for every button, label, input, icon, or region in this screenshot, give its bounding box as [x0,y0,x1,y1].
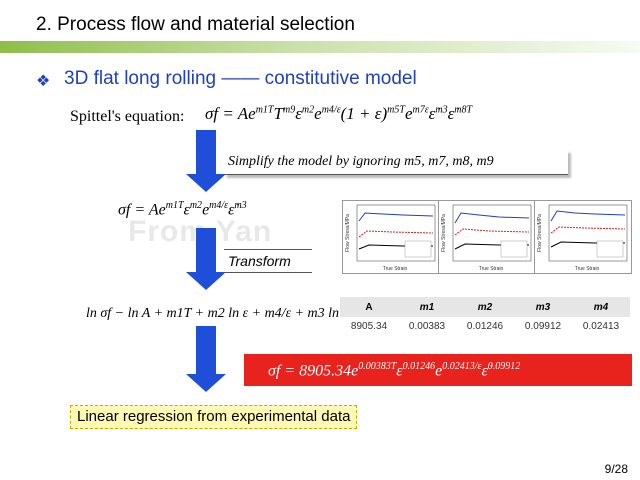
plot-1-xlabel: True Strain [383,266,408,272]
coef-value-m4: 0.02413 [582,320,620,332]
coef-header-a: A [340,297,398,317]
final-eq-exp4: 0.09912 [487,361,521,372]
final-eq-t2: e [435,362,443,380]
down-arrow-2 [186,228,226,290]
spittel-eq-t3: e [314,104,322,123]
flow-stress-plot-1: True Strain Flow Stress/MPa [342,200,440,274]
down-arrow-1 [186,130,226,192]
linearized-equation: ln σf − ln A + m1T + m2 ln ε + m4/ε + m3… [86,306,349,321]
plot-2-xlabel: True Strain [479,266,504,272]
final-eq-t3: ε̇ [481,362,488,380]
transform-note: Transform [224,249,312,273]
spittel-eq-exp1: m1T [255,104,274,116]
diamond-bullet-icon: ❖ [36,73,51,90]
spittel-eq-exp2: m9 [282,104,296,116]
simplified-eq-exp3: m4/ε [209,200,229,211]
final-eq-exp2: 0.01246 [402,361,436,372]
coef-value-m2: 0.01246 [466,320,504,332]
coefficient-table: A m1 m2 m3 m4 8905.34 0.00383 0.01246 0.… [340,297,630,335]
simplified-eq-t1: ε [183,201,190,219]
spittel-eq-t4: (1 + ε) [340,104,388,123]
slide-subtitle: 3D flat long rolling —— constitutive mod… [64,68,417,89]
coef-header-m1: m1 [398,297,456,317]
spittel-eq-t6: ε̇ [428,104,436,123]
spittel-label: Spittel's equation: [70,108,185,125]
spittel-eq-exp3: m2 [301,104,315,116]
regression-note: Linear regression from experimental data [70,405,358,429]
spittel-eq-exp4: m4/ε [321,104,341,116]
coef-value-a: 8905.34 [350,320,388,332]
coef-header-m2: m2 [456,297,514,317]
plot-3-xlabel: True Strain [575,266,600,272]
slide-title: 2. Process flow and material selection [36,14,355,35]
plot-2-ylabel: Flow Stress/MPa [441,214,447,252]
flow-stress-plot-2: True Strain Flow Stress/MPa [438,200,536,274]
spittel-eq-exp7: m3 [435,104,448,116]
simplified-eq-exp1: m1T [165,200,184,211]
coef-value-m1: 0.00383 [408,320,446,332]
coef-header-m3: m3 [514,297,572,317]
spittel-eq-t2: ε [295,104,302,123]
spittel-eq-t1: T [273,104,283,123]
final-eq-exp3: 0.02413/ε [442,361,482,372]
final-eq-lhs: σf = 8905.34e [268,362,359,380]
coef-header-m4: m4 [572,297,630,317]
simplified-eq-lhs: σf = Ae [118,201,166,219]
spittel-eq-t7: ε̇ [447,104,455,123]
coefficient-value-row: 8905.34 0.00383 0.01246 0.09912 0.02413 [340,317,630,335]
spittel-eq-exp5: m5T [387,104,405,116]
final-eq-exp1: 0.00383T [358,361,397,372]
title-underline-bar [0,41,640,53]
simplify-note: Simplify the model by ignoring m5, m7, m… [224,150,568,175]
spittel-equation: σf = Aem1TTm9εm2em4/ε(1 + ε)m5Tem7εε̇m3ε… [205,104,472,124]
coefficient-header-row: A m1 m2 m3 m4 [340,297,630,317]
simplified-equation: σf = Aem1Tεm2em4/εε̇m3 [118,200,247,219]
spittel-eq-t5: e [404,104,413,123]
spittel-eq-lhs: σf = Ae [205,104,256,123]
plot-1-ylabel: Flow Stress/MPa [345,214,351,252]
down-arrow-3 [186,326,226,392]
simplified-eq-exp2: m2 [189,200,203,211]
flow-stress-plot-3: True Strain Flow Stress/MPa [534,200,632,274]
page-number: 9/28 [604,462,628,476]
simplified-eq-t2: e [202,201,210,219]
spittel-eq-exp8: m8T [454,104,473,116]
coef-value-m3: 0.09912 [524,320,562,332]
final-equation-box: σf = 8905.34e0.00383Tε0.01246e0.02413/εε… [244,354,632,386]
spittel-eq-exp6: m7ε [412,104,429,116]
simplified-eq-exp4: m3 [234,200,247,211]
final-equation: σf = 8905.34e0.00383Tε0.01246e0.02413/εε… [268,361,520,380]
final-eq-t1: ε [396,362,403,380]
plot-3-ylabel: Flow Stress/MPa [537,214,543,252]
simplified-eq-t3: ε̇ [228,201,235,219]
